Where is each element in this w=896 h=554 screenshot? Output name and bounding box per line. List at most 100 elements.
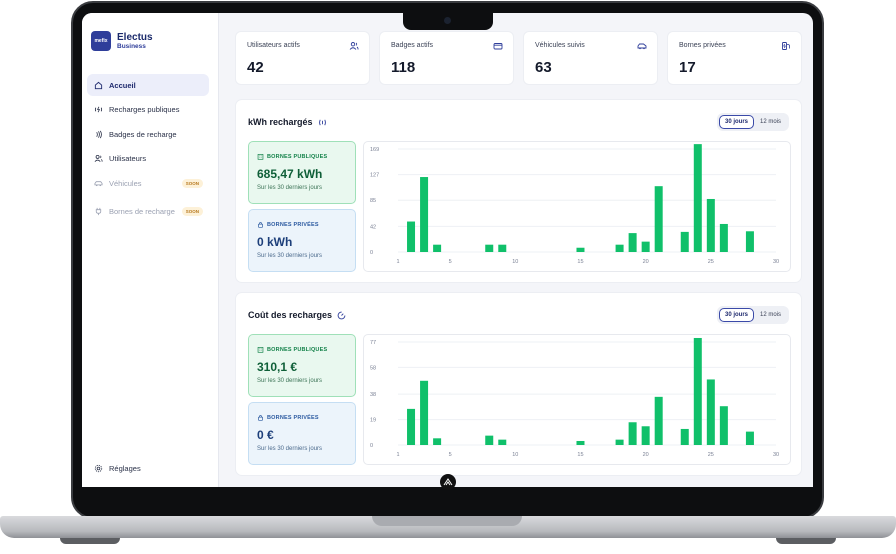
sidebar-item-label: Accueil [109,80,136,90]
bar-day-26[interactable] [719,406,728,445]
bar-day-15[interactable] [576,440,585,445]
bar-day-25[interactable] [706,379,715,445]
y-tick-label: 127 [370,173,379,179]
stat-label: Véhicules suivis [535,42,585,49]
bar-day-21[interactable] [654,396,663,445]
kpi-subtitle: Sur les 30 derniers jours [257,185,323,191]
kpi-subtitle: Sur les 30 derniers jours [257,446,323,452]
bar-day-20[interactable] [641,426,650,445]
card-icon [493,43,503,50]
kpi-bornes-publiques: BORNES PUBLIQUES 310,1 € Sur les 30 dern… [248,334,356,397]
bar-day-26[interactable] [719,223,728,252]
bar-day-23[interactable] [680,231,689,252]
brand[interactable]: mefix Electus Business [91,31,153,51]
users-icon [349,42,359,50]
nfc-icon [94,130,103,139]
plug-icon [94,207,103,216]
bar-day-2[interactable] [407,408,416,445]
bar-day-28[interactable] [745,231,754,252]
stat-label: Badges actifs [391,42,434,49]
panel-title-text: Coût des recharges [248,310,333,320]
bar-day-4[interactable] [433,244,442,252]
bar-day-3[interactable] [420,380,429,445]
charging-icon [94,105,103,114]
stat-card-utilisateurs[interactable]: Utilisateurs actifs 42 [235,31,370,85]
x-tick-label: 15 [577,259,583,265]
kpi-bornes-publiques: BORNES PUBLIQUES 685,47 kWh Sur les 30 d… [248,141,356,204]
x-tick-label: 25 [708,259,714,265]
gauge-icon[interactable] [337,311,346,320]
bar-day-18[interactable] [615,439,624,445]
bar-day-28[interactable] [745,431,754,445]
stat-value: 118 [391,59,416,76]
x-tick-label: 10 [512,259,518,265]
sidebar-item-reglages[interactable]: Réglages [94,464,141,473]
chart-cout: 0 19 38 58 77 1 5 10 15 20 25 30 [363,334,791,465]
x-tick-label: 20 [643,452,649,458]
stat-value: 63 [535,59,552,76]
toggle-12-mois[interactable]: 12 mois [759,119,781,125]
stat-card-vehicules[interactable]: Véhicules suivis 63 [523,31,658,85]
sidebar-item-recharges-publiques[interactable]: Recharges publiques [87,99,209,121]
stat-card-badges[interactable]: Badges actifs 118 [379,31,514,85]
sidebar-item-vehicules[interactable]: Véhicules SOON [87,172,209,194]
bar-day-2[interactable] [407,221,416,252]
lock-icon [258,222,263,228]
laptop-base-notch [372,516,522,526]
info-wave-icon[interactable] [318,118,327,127]
y-tick-label: 169 [370,147,379,153]
y-tick-label: 0 [370,250,373,256]
y-tick-label: 77 [370,340,376,346]
sidebar-item-utilisateurs[interactable]: Utilisateurs [87,148,209,170]
sidebar-item-badges[interactable]: Badges de recharge [87,123,209,145]
x-tick-label: 5 [449,259,452,265]
kpi-bornes-privees: BORNES PRIVÉES 0 € Sur les 30 derniers j… [248,402,356,465]
y-tick-label: 0 [370,443,373,449]
app-screen: mefix Electus Business Accueil Recharges… [82,13,813,487]
bar-day-24[interactable] [693,337,702,445]
laptop-base [0,516,896,538]
bar-day-19[interactable] [628,233,637,252]
bar-day-18[interactable] [615,244,624,252]
sidebar-item-bornes[interactable]: Bornes de recharge SOON [87,197,209,227]
bar-day-9[interactable] [498,439,507,445]
bar-day-25[interactable] [706,198,715,252]
building-icon [257,347,264,353]
brand-subtitle: Business [117,42,146,50]
lock-icon [258,415,263,421]
bar-day-4[interactable] [433,438,442,445]
bar-day-15[interactable] [576,247,585,252]
toggle-30-jours[interactable]: 30 jours [719,308,754,322]
y-tick-label: 19 [370,418,376,424]
users-icon [94,154,103,163]
toggle-12-mois[interactable]: 12 mois [759,312,781,318]
bar-day-23[interactable] [680,428,689,445]
bar-day-20[interactable] [641,241,650,252]
bar-day-8[interactable] [485,244,494,252]
bar-day-8[interactable] [485,435,494,445]
bar-day-9[interactable] [498,244,507,252]
bar-day-24[interactable] [693,144,702,252]
panel-title: kWh rechargés [248,117,327,127]
kpi-tag: BORNES PRIVÉES [257,221,319,228]
laptop-foot [60,538,120,544]
x-tick-label: 30 [773,259,779,265]
chart-kwh: 0 42 85 127 169 1 5 10 15 20 25 30 [363,141,791,272]
sidebar-item-accueil[interactable]: Accueil [87,74,209,96]
brand-name: Electus [117,31,153,43]
y-tick-label: 42 [370,224,376,230]
x-tick-label: 1 [396,259,399,265]
sidebar: mefix Electus Business Accueil Recharges… [82,13,219,487]
bar-day-3[interactable] [420,177,429,252]
x-tick-label: 30 [773,452,779,458]
x-tick-label: 1 [396,452,399,458]
bar-day-21[interactable] [654,186,663,252]
car-icon [637,43,647,50]
settings-label: Réglages [109,464,141,473]
toggle-30-jours[interactable]: 30 jours [719,115,754,129]
brand-chin-icon [440,474,456,490]
bar-day-19[interactable] [628,422,637,445]
stat-card-bornes[interactable]: Bornes privées 17 [667,31,802,85]
